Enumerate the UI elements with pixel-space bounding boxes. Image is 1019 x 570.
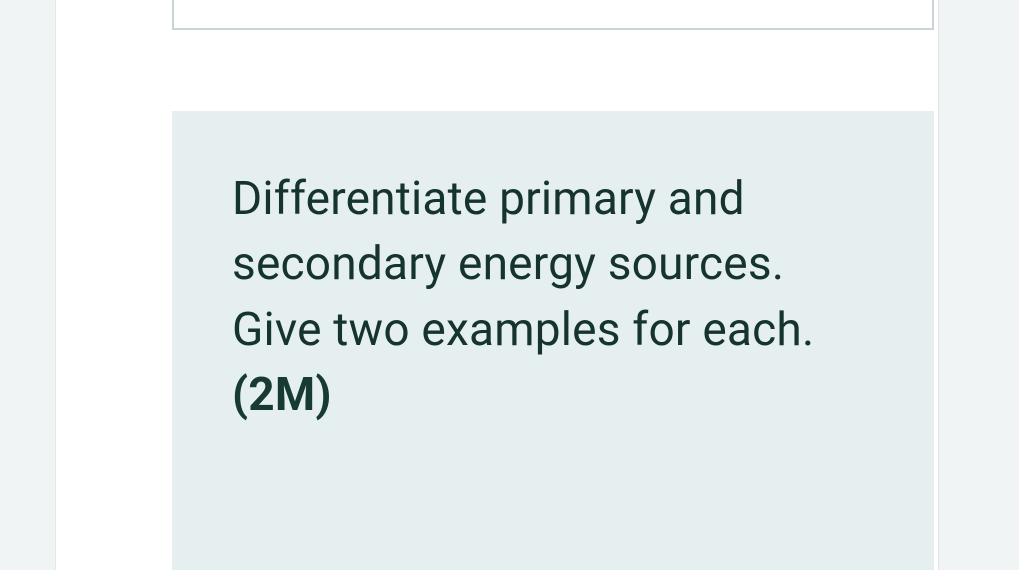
page-card: Differentiate primary and secondary ener… [55,0,939,570]
previous-block-frame [172,0,934,30]
question-marks: (2M) [232,368,332,422]
question-text: Differentiate primary and secondary ener… [232,167,874,428]
question-prompt: Differentiate primary and secondary ener… [232,172,814,357]
question-card: Differentiate primary and secondary ener… [172,111,934,570]
